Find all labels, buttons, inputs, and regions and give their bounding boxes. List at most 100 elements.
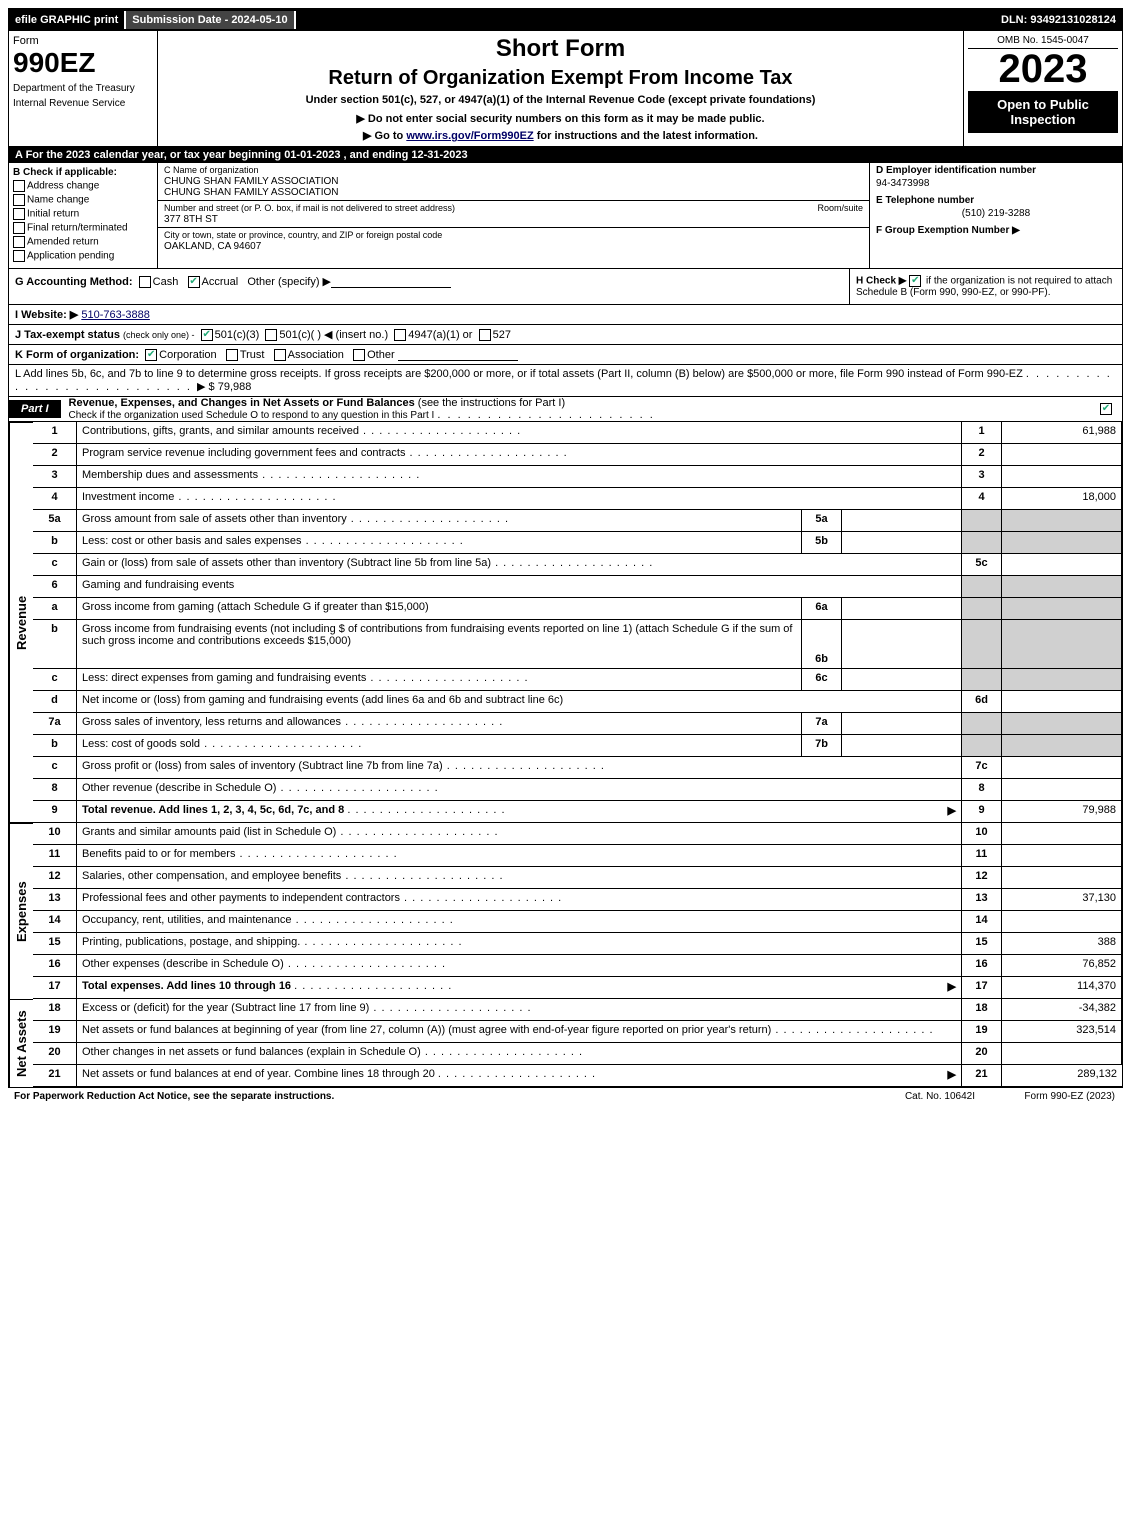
header-mid: Short Form Return of Organization Exempt… (158, 31, 964, 146)
line-6c-amt-shaded (1002, 669, 1122, 691)
line-6a-sn: 6a (802, 598, 842, 620)
line-5b-num: b (33, 532, 77, 554)
checkbox-icon (13, 180, 25, 192)
line-6c-rn-shaded (962, 669, 1002, 691)
line-2-amt (1002, 444, 1122, 466)
chk-label: Amended return (27, 237, 99, 248)
checkbox-icon (13, 222, 25, 234)
expenses-label: Expenses (9, 823, 33, 999)
c-name-label: C Name of organization (164, 165, 259, 175)
part-i-sub: Check if the organization used Schedule … (61, 410, 435, 421)
form-word: Form (13, 35, 153, 47)
c-street-block: Number and street (or P. O. box, if mail… (158, 201, 869, 228)
l-arrow: ▶ $ (197, 381, 215, 393)
line-5a-sn: 5a (802, 510, 842, 532)
line-7b-sv (842, 735, 962, 757)
do-not-enter-ssn: ▶ Do not enter social security numbers o… (166, 112, 955, 125)
line-5b-desc: Less: cost or other basis and sales expe… (77, 532, 802, 554)
line-12-desc: Salaries, other compensation, and employ… (77, 867, 962, 889)
c-street-label: Number and street (or P. O. box, if mail… (164, 203, 455, 213)
k-other-blank[interactable] (398, 348, 518, 361)
checkbox-icon[interactable] (1100, 403, 1112, 415)
line-14-desc: Occupancy, rent, utilities, and maintena… (77, 911, 962, 933)
line-13-desc: Professional fees and other payments to … (77, 889, 962, 911)
goto-link[interactable]: www.irs.gov/Form990EZ (406, 130, 533, 142)
line-6c-num: c (33, 669, 77, 691)
line-1-desc: Contributions, gifts, grants, and simila… (77, 422, 962, 444)
chk-name-change[interactable]: Name change (13, 194, 153, 206)
k-label: K Form of organization: (15, 349, 139, 361)
g-cash: Cash (153, 276, 179, 288)
checkbox-icon[interactable] (479, 329, 491, 341)
netassets-label: Net Assets (9, 999, 33, 1087)
chk-label: Name change (27, 195, 89, 206)
line-21-amt: 289,132 (1002, 1065, 1122, 1087)
c-name-block: C Name of organization CHUNG SHAN FAMILY… (158, 163, 869, 201)
line-21-rn: 21 (962, 1065, 1002, 1087)
revenue-label: Revenue (9, 422, 33, 823)
line-1-rn: 1 (962, 422, 1002, 444)
i-website-value[interactable]: 510-763-3888 (81, 309, 150, 321)
line-18-rn: 18 (962, 999, 1002, 1021)
line-7c-num: c (33, 757, 77, 779)
form-header: Form 990EZ Department of the Treasury In… (9, 31, 1122, 147)
line-10-desc: Grants and similar amounts paid (list in… (77, 823, 962, 845)
chk-amended-return[interactable]: Amended return (13, 236, 153, 248)
line-18-num: 18 (33, 999, 77, 1021)
chk-initial-return[interactable]: Initial return (13, 208, 153, 220)
checkbox-icon[interactable] (188, 276, 200, 288)
j-4947: 4947(a)(1) or (408, 329, 472, 341)
page-footer: For Paperwork Reduction Act Notice, see … (8, 1088, 1121, 1105)
line-19-rn: 19 (962, 1021, 1002, 1043)
checkbox-icon[interactable] (274, 349, 286, 361)
checkbox-icon[interactable] (201, 329, 213, 341)
line-5a-num: 5a (33, 510, 77, 532)
part-i-title: Revenue, Expenses, and Changes in Net As… (61, 397, 415, 409)
checkbox-icon[interactable] (909, 275, 921, 287)
i-label: I Website: ▶ (15, 309, 78, 321)
org-name-1: CHUNG SHAN FAMILY ASSOCIATION (164, 176, 338, 187)
line-7b-desc: Less: cost of goods sold (77, 735, 802, 757)
top-bar: efile GRAPHIC print Submission Date - 20… (9, 9, 1122, 31)
line-6b-num: b (33, 620, 77, 669)
short-form-title: Short Form (166, 35, 955, 63)
line-21-arrow: ▶ (948, 1068, 956, 1081)
checkbox-icon[interactable] (265, 329, 277, 341)
j-501c3: 501(c)(3) (215, 329, 260, 341)
checkbox-icon[interactable] (394, 329, 406, 341)
g-other-blank[interactable] (331, 275, 451, 288)
line-7c-desc: Gross profit or (loss) from sales of inv… (77, 757, 962, 779)
h-label: H Check ▶ (856, 276, 906, 287)
line-5a-amt-shaded (1002, 510, 1122, 532)
dots-icon (438, 1068, 596, 1080)
line-16-num: 16 (33, 955, 77, 977)
checkbox-icon[interactable] (139, 276, 151, 288)
line-7a-sv (842, 713, 962, 735)
line-20-amt (1002, 1043, 1122, 1065)
checkbox-icon[interactable] (353, 349, 365, 361)
line-7b-num: b (33, 735, 77, 757)
checkbox-icon (13, 194, 25, 206)
chk-final-return[interactable]: Final return/terminated (13, 222, 153, 234)
chk-address-change[interactable]: Address change (13, 180, 153, 192)
e-label: E Telephone number (876, 195, 1116, 206)
line-6c-sn: 6c (802, 669, 842, 691)
part-i-grid: Revenue 1 Contributions, gifts, grants, … (9, 422, 1122, 1087)
efile-graphic-print[interactable]: efile GRAPHIC print (9, 11, 126, 29)
checkbox-icon[interactable] (226, 349, 238, 361)
line-12-rn: 12 (962, 867, 1002, 889)
irs: Internal Revenue Service (13, 98, 153, 109)
line-5a-rn-shaded (962, 510, 1002, 532)
line-5c-amt (1002, 554, 1122, 576)
org-city: OAKLAND, CA 94607 (164, 241, 261, 252)
chk-application-pending[interactable]: Application pending (13, 250, 153, 262)
checkbox-icon[interactable] (145, 349, 157, 361)
line-6b-desc: Gross income from fundraising events (no… (77, 620, 802, 669)
chk-label: Application pending (27, 251, 114, 262)
line-14-num: 14 (33, 911, 77, 933)
line-13-rn: 13 (962, 889, 1002, 911)
line-6b-sv (842, 620, 962, 669)
line-2-num: 2 (33, 444, 77, 466)
h-schedule-b: H Check ▶ if the organization is not req… (849, 269, 1122, 304)
line-6b-amt-shaded (1002, 620, 1122, 669)
